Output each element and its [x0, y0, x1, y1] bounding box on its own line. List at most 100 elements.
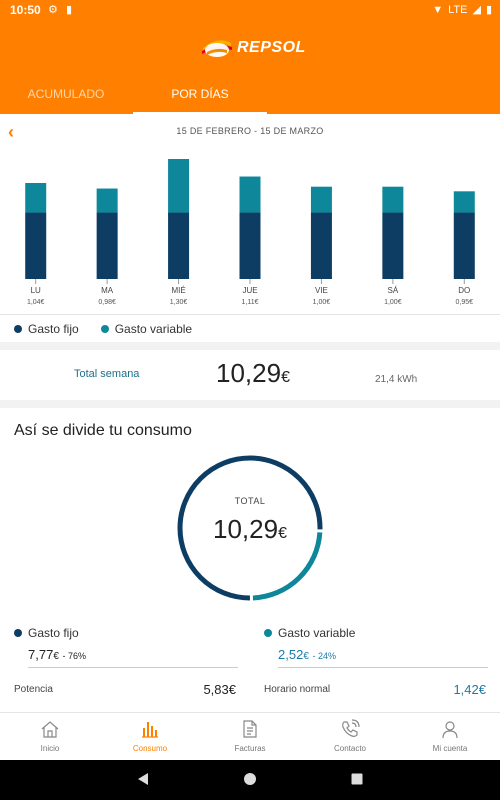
fixed-amount-row: 7,77€ - 76% — [28, 647, 238, 668]
tab-bar: ACUMULADO POR DÍAS — [0, 84, 500, 114]
daily-chart: ‹ 15 DE FEBRERO - 15 DE MARZO LU 1,04€ MA 0… — [0, 114, 500, 346]
donut-chart: TOTAL 10,29€ — [170, 448, 330, 608]
recents-icon[interactable] — [350, 772, 364, 786]
battery-icon: ▮ — [485, 4, 492, 16]
total-currency: € — [281, 369, 290, 386]
signal-icon: ◢ — [472, 4, 481, 16]
variable-amount-row: 2,52€ - 24% — [278, 647, 488, 668]
bar-total-label: 1,30€ — [170, 299, 188, 306]
bar-chart: LU 1,04€ MA 0,98€ MIÉ 1,30€ JUE 1,11€ VIE 1,00€ SÁ… — [25, 159, 475, 306]
x-tick-label: JUE — [242, 286, 257, 295]
back-icon[interactable] — [136, 772, 150, 786]
section-gap — [0, 400, 500, 408]
date-range: 15 DE FEBRERO - 15 DE MARZO — [176, 126, 324, 136]
fixed-sub-label: Potencia — [14, 684, 53, 695]
bar-total-label: 1,00€ — [384, 299, 402, 306]
variable-sub-label: Horario normal — [264, 684, 331, 695]
nav-label-consumo: Consumo — [132, 744, 168, 753]
network-type: LTE — [448, 3, 468, 16]
bar-total-label: 1,00€ — [313, 299, 331, 306]
nav-item-contacto[interactable]: Contacto — [300, 713, 400, 761]
bar-segment-fixed — [239, 212, 261, 279]
system-navigation-bar — [0, 760, 500, 800]
bar-chart-icon — [142, 722, 158, 738]
total-energy: 21,4 kWh — [375, 374, 418, 385]
donut-segment-fixed — [177, 455, 323, 601]
home-circle-icon[interactable] — [243, 772, 257, 786]
repsol-logo-icon — [202, 40, 232, 57]
total-value: 10,29€ — [216, 358, 290, 389]
fixed-label: Gasto fijo — [28, 626, 79, 640]
nav-label-contacto: Contacto — [333, 744, 367, 753]
donut-center-value: 10,29€ — [170, 514, 330, 545]
brand-name: REPSOL — [237, 39, 306, 56]
x-tick-label: SÁ — [388, 286, 399, 295]
bar-segment-variable — [96, 188, 118, 213]
status-bar: 10:50 ⚙ ▮ ▼ LTE ◢ ▮ — [0, 0, 500, 20]
variable-currency: € — [303, 651, 309, 662]
bar-segment-fixed — [310, 212, 332, 279]
total-label: Total semana — [74, 368, 140, 380]
fixed-percent: - 76% — [62, 651, 87, 661]
fixed-amount: 7,77 — [28, 647, 54, 662]
variable-sub-value: 1,42€ — [453, 682, 486, 697]
chevron-left-icon[interactable]: ‹ — [8, 122, 14, 142]
legend-item-variable: Gasto variable — [100, 322, 192, 336]
home-icon — [41, 721, 59, 738]
donut-svg — [177, 455, 323, 601]
variable-cost-detail: Gasto variable 2,52€ - 24% — [264, 626, 488, 668]
bar-total-label: 0,98€ — [98, 299, 116, 306]
sd-card-icon: ▮ — [66, 4, 73, 16]
fixed-dot — [14, 629, 22, 637]
variable-percent: - 24% — [312, 651, 337, 661]
x-tick-label: MIÉ — [171, 286, 185, 295]
bar-segment-fixed — [382, 212, 404, 279]
status-time: 10:50 — [10, 3, 41, 17]
fixed-currency: € — [53, 651, 59, 662]
breakdown-title: Así se divide tu consumo — [14, 422, 192, 439]
variable-dot — [264, 629, 272, 637]
weekly-total: Total semana 10,29€ 21,4 kWh — [0, 350, 500, 400]
bar-total-label: 0,95€ — [456, 299, 474, 306]
bar-segment-fixed — [96, 212, 118, 279]
tab-acumulado[interactable]: ACUMULADO — [27, 87, 105, 101]
bar-total-label: 1,04€ — [27, 299, 45, 306]
fixed-sub-value: 5,83€ — [203, 682, 236, 697]
donut-amount: 10,29 — [213, 514, 279, 544]
variable-label: Gasto variable — [278, 626, 356, 640]
gear-icon: ⚙ — [48, 4, 58, 16]
bar-segment-variable — [25, 183, 47, 213]
variable-amount: 2,52 — [278, 647, 304, 662]
nav-item-consumo[interactable]: Consumo — [100, 713, 200, 761]
bar-segment-fixed — [453, 212, 475, 279]
nav-label-inicio: Inicio — [40, 744, 60, 753]
bar-segment-variable — [239, 176, 261, 213]
legend-dot-fixed — [14, 325, 22, 333]
x-tick-label: VIE — [315, 286, 328, 295]
bar-segment-variable — [310, 186, 332, 213]
donut-center-label: TOTAL — [234, 496, 266, 506]
bar-segment-variable — [382, 186, 404, 213]
nav-item-mi-cuenta[interactable]: Mi cuenta — [400, 713, 500, 761]
x-tick-label: DO — [458, 286, 470, 295]
bar-segment-fixed — [25, 212, 47, 279]
tab-por-dias[interactable]: POR DÍAS — [133, 87, 267, 114]
x-tick-label: LU — [31, 286, 41, 295]
chart-legend: Gasto fijo Gasto variable — [14, 322, 192, 336]
bottom-navigation: Inicio Consumo Facturas Contacto Mi cuen… — [0, 712, 500, 760]
legend-label-fixed: Gasto fijo — [28, 322, 79, 336]
legend-dot-variable — [100, 325, 109, 333]
wifi-icon: ▼ — [432, 3, 444, 16]
nav-item-facturas[interactable]: Facturas — [200, 713, 300, 761]
bar-segment-variable — [168, 159, 190, 213]
user-icon — [442, 721, 458, 739]
donut-currency: € — [278, 525, 287, 542]
repsol-logo: REPSOL — [199, 35, 306, 59]
document-icon — [243, 720, 257, 738]
bar-total-label: 1,11€ — [242, 299, 259, 306]
legend-item-fixed: Gasto fijo — [14, 322, 79, 336]
section-gap — [0, 342, 500, 350]
nav-item-inicio[interactable]: Inicio — [0, 713, 100, 761]
bar-segment-variable — [453, 191, 475, 213]
nav-label-facturas: Facturas — [234, 744, 266, 753]
